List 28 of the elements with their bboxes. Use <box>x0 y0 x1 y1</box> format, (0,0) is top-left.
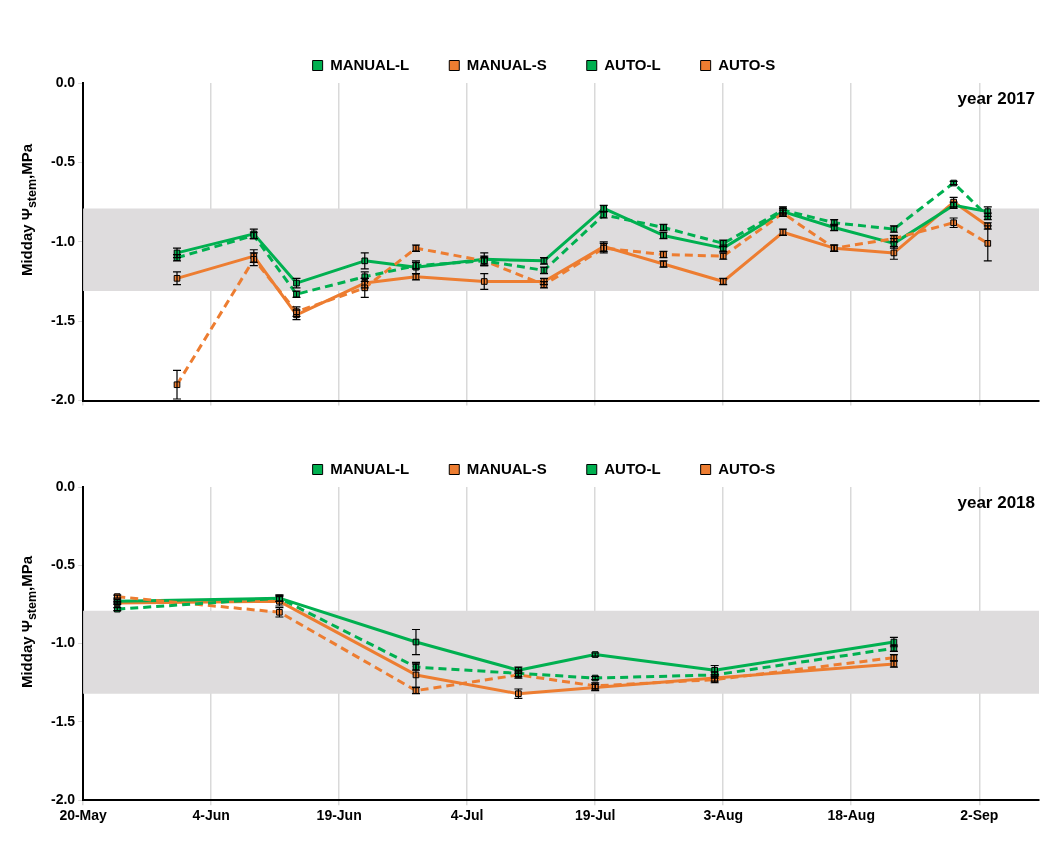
x-tick-label: 20-May <box>59 807 108 824</box>
y-tick-label: -1.0 <box>51 634 76 651</box>
x-tick-label: 4-Jul <box>450 807 484 824</box>
y-tick-label: -1.0 <box>51 232 76 249</box>
x-tick-label: 2-Sep <box>960 807 999 824</box>
legend-label: MANUAL-L <box>330 55 410 73</box>
legend-label: MANUAL-S <box>466 459 547 477</box>
x-tick-label: 4-Jun <box>192 807 230 824</box>
x-tick-label: 19-Jun <box>316 807 362 824</box>
legend-label: AUTO-S <box>718 55 776 73</box>
y-tick-label: -1.5 <box>51 712 76 729</box>
y-tick-label: -2.0 <box>51 791 76 808</box>
legend-label: AUTO-S <box>718 459 776 477</box>
y-tick-label: 0.0 <box>55 477 76 494</box>
y-tick-label: 0.0 <box>55 73 76 90</box>
y-tick-label: -0.5 <box>51 556 76 573</box>
x-tick-label: 3-Aug <box>703 807 744 824</box>
legend-label: AUTO-L <box>604 459 661 477</box>
legend-label: AUTO-L <box>604 55 661 73</box>
x-tick-label: 18-Aug <box>827 807 875 824</box>
legend-label: MANUAL-L <box>330 459 410 477</box>
annotation: year 2018 <box>957 492 1035 512</box>
y-tick-label: -1.5 <box>51 312 76 329</box>
legend-label: MANUAL-S <box>466 55 547 73</box>
y-tick-label: -2.0 <box>51 391 76 408</box>
annotation: year 2017 <box>957 88 1035 108</box>
y-tick-label: -0.5 <box>51 153 76 170</box>
x-tick-label: 19-Jul <box>574 807 616 824</box>
